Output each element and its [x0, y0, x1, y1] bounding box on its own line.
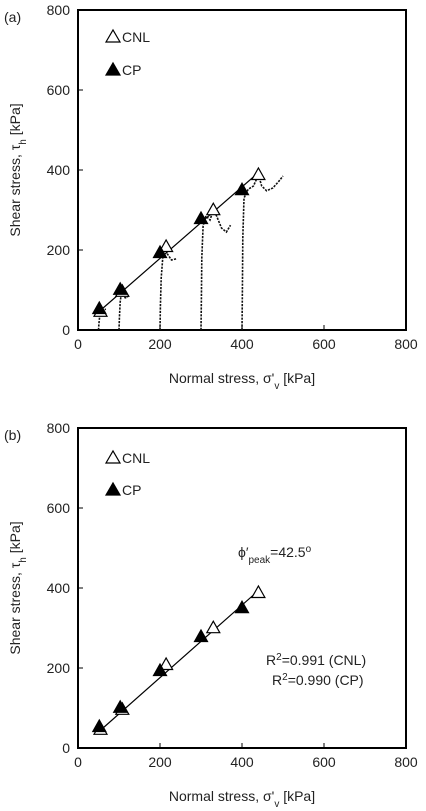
cp-data-point [234, 599, 250, 614]
y-tick-label: 600 [47, 500, 71, 516]
panel-label: (a) [4, 9, 21, 25]
cnl-data-point [158, 656, 174, 671]
cp-data-point [193, 210, 209, 225]
legend: CNL CP [104, 449, 150, 498]
r2-cnl-annotation: R2=0.991 (CNL) [266, 652, 366, 669]
x-tick-label: 800 [394, 754, 418, 770]
r2-cp-annotation: R2=0.990 (CP) [272, 672, 364, 689]
cp-data-point [152, 662, 168, 677]
cp-data-point [91, 300, 107, 315]
x-tick-label: 200 [148, 336, 172, 352]
x-tick-label: 0 [74, 754, 82, 770]
cp-data-point [112, 699, 128, 713]
cnl-data-point [250, 584, 266, 599]
legend: CNL CP [104, 28, 150, 78]
cnl-data-point [250, 166, 266, 181]
y-tick-label: 0 [62, 740, 70, 756]
y-tick-label: 600 [47, 82, 71, 98]
y-tick-label: 800 [47, 420, 71, 436]
axis-ticks: 0 200 400 600 800 0 200 400 600 800 [47, 420, 418, 770]
legend-label-cnl: CNL [122, 450, 150, 466]
x-axis-label: Normal stress, σ'v [kPa] [169, 788, 315, 810]
legend-label-cp: CP [122, 482, 141, 498]
y-tick-label: 0 [62, 322, 70, 338]
data-markers [91, 166, 266, 317]
cnl-data-point [205, 619, 221, 634]
legend-open-triangle-icon [104, 28, 122, 43]
x-axis-label: Normal stress, σ'v [kPa] [169, 370, 315, 392]
y-tick-label: 400 [47, 580, 71, 596]
cp-data-point [193, 628, 209, 643]
x-tick-label: 200 [148, 754, 172, 770]
y-axis-label: Shear stress, τh [kPa] [7, 521, 29, 654]
cp-data-point [152, 244, 168, 259]
cp-data-point [91, 718, 107, 733]
cp-data-point [234, 181, 250, 196]
cnl-data-point [205, 201, 221, 216]
x-tick-label: 600 [312, 754, 336, 770]
panel-a: (a) 0 200 400 600 800 0 200 400 600 800 CNL CP No… [4, 2, 418, 392]
axis-ticks: 0 200 400 600 800 0 200 400 600 800 [47, 2, 418, 352]
panel-b: (b) 0 200 400 600 800 0 200 400 600 800 CNL CP ϕ′… [4, 420, 418, 810]
x-tick-label: 800 [394, 336, 418, 352]
y-axis-label: Shear stress, τh [kPa] [7, 103, 29, 236]
y-tick-label: 200 [47, 242, 71, 258]
stress-path-line [200, 208, 232, 331]
stress-paths [97, 172, 284, 331]
x-tick-label: 400 [230, 754, 254, 770]
x-tick-label: 400 [230, 336, 254, 352]
fit-line [98, 170, 261, 313]
legend-filled-triangle-icon [104, 481, 122, 496]
plot-frame [77, 427, 407, 749]
legend-open-triangle-icon [104, 449, 122, 464]
phi-peak-annotation: ϕ′peak=42.5o [238, 544, 312, 566]
legend-filled-triangle-icon [104, 61, 122, 76]
x-tick-label: 0 [74, 336, 82, 352]
y-tick-label: 800 [47, 2, 71, 18]
fit-line-group [98, 170, 261, 313]
data-markers [91, 584, 266, 735]
legend-label-cp: CP [122, 62, 141, 78]
stress-path-line [118, 289, 130, 331]
stress-path-line [241, 172, 284, 331]
cnl-data-point [158, 238, 174, 253]
stress-path-line [159, 245, 177, 331]
cp-data-point [112, 281, 128, 295]
x-tick-label: 600 [312, 336, 336, 352]
panel-label: (b) [4, 427, 21, 443]
legend-label-cnl: CNL [122, 29, 150, 45]
y-tick-label: 200 [47, 660, 71, 676]
y-tick-label: 400 [47, 162, 71, 178]
